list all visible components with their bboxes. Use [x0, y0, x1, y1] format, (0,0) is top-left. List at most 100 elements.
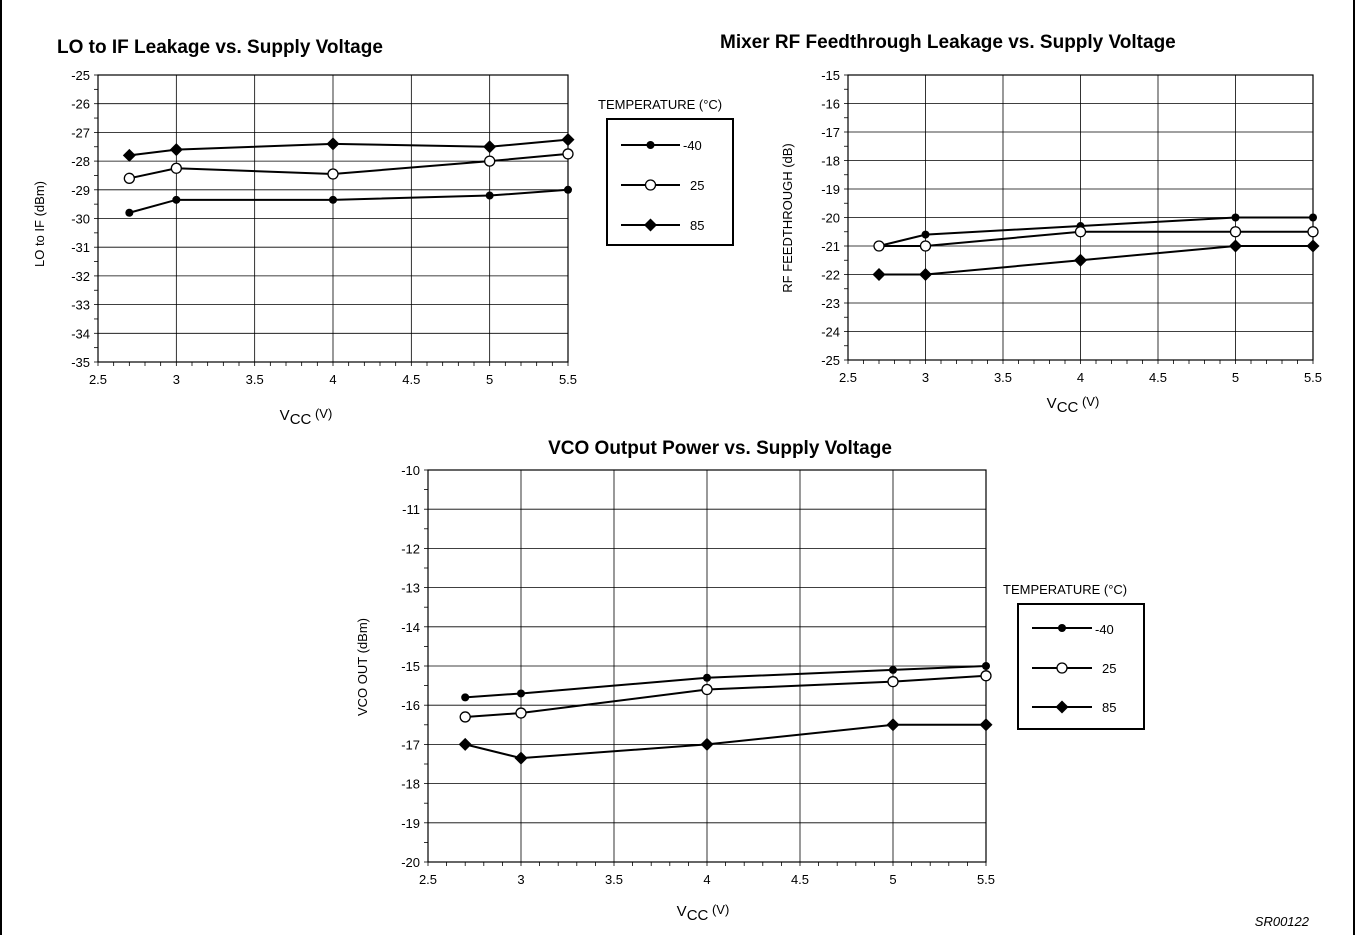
legend3-sample-marker [1055, 700, 1069, 714]
chart1-data-point [484, 155, 496, 167]
chart3-xtick-label: 3 [517, 872, 524, 887]
chart3-ytick-label: -18 [401, 777, 420, 792]
chart2-data-point [919, 240, 932, 252]
chart3-xtick-label: 4 [703, 872, 710, 887]
chart3-data-point [887, 676, 899, 688]
chart2-xtick-label: 4 [1077, 370, 1084, 385]
chart1-plot: 2.5 3 3.5 4 4.5 5 5.5 -25 -26 -27 -28 -29 -30 -31 -32 -… [71, 68, 577, 387]
chart2-xlabel: VCC (V) [1047, 394, 1100, 416]
chart1-data-point [125, 208, 134, 217]
chart1-title: LO to IF Leakage vs. Supply Voltage [57, 37, 383, 58]
legend3-entry-m40: -40 [1095, 622, 1114, 637]
chart2-ytick-label: -21 [821, 239, 840, 254]
chart3-ytick-label: -17 [401, 737, 420, 752]
chart2-data-point [919, 268, 932, 281]
chart1-data-point [169, 143, 183, 157]
chart1-ytick-label: -33 [71, 298, 90, 313]
chart1-xtick-label: 2.5 [89, 372, 107, 387]
chart3-data-point [889, 665, 897, 674]
chart1-ytick-label: -26 [71, 97, 90, 112]
chart2-data-point [1229, 226, 1242, 238]
chart3-xlabel: VCC (V) [677, 902, 730, 924]
chart2-data-point [1074, 226, 1087, 238]
chart1-ytick-label: -31 [71, 240, 90, 255]
chart2-xtick-label: 5 [1232, 370, 1239, 385]
chart3-title: VCO Output Power vs. Supply Voltage [548, 438, 892, 459]
chart3-xtick-label: 2.5 [419, 872, 437, 887]
chart1-data-point [483, 140, 497, 154]
legend1-sample-marker [644, 218, 657, 232]
chart3-data-point [980, 670, 992, 682]
chart2-data-point [921, 230, 930, 239]
chart1-data-point [123, 172, 135, 184]
chart3-data-point [514, 751, 528, 765]
legend1-entry-85: 85 [690, 218, 704, 233]
chart1-data-point [172, 195, 181, 204]
chart1-ytick-label: -25 [71, 68, 90, 83]
legend1-entry-m40: -40 [683, 138, 702, 153]
chart3-xtick-label: 3.5 [605, 872, 623, 887]
chart2-data-point [1309, 213, 1317, 222]
chart1-data-point [326, 137, 340, 151]
legend1-title: TEMPERATURE (°C) [598, 97, 722, 112]
chart3-series-line [464, 723, 986, 760]
chart3-xtick-label: 5.5 [977, 872, 995, 887]
chart1-ytick-label: -32 [71, 269, 90, 284]
legend1-sample-marker [646, 141, 655, 149]
chart3-ytick-label: -14 [401, 620, 420, 635]
chart1-ytick-label: -35 [71, 355, 90, 370]
chart2-data-point [1231, 213, 1240, 222]
chart3-ytick-label: -13 [401, 581, 420, 596]
chart2-data-point [1307, 226, 1319, 238]
chart3-data-point [703, 673, 711, 682]
chart2-xtick-label: 2.5 [839, 370, 857, 385]
chart1-ytick-label: -27 [71, 125, 90, 140]
legend1-sample-marker [644, 179, 657, 191]
chart3-xtick-label: 4.5 [791, 872, 809, 887]
chart3-data-point [982, 662, 990, 670]
chart1-data-point [170, 162, 182, 174]
legend3-sample-marker [1056, 662, 1068, 674]
chart1-xtick-label: 4 [329, 372, 336, 387]
chart2-plot: 2.5 3 3.5 4 4.5 5 5.5 -15 -16 -17 -18 -19 -20 -21 -22 -… [821, 68, 1322, 385]
legend1-box [606, 118, 734, 246]
chart2-ytick-label: -18 [821, 154, 840, 169]
chart1-series-line [129, 138, 569, 157]
chart1-data-point [329, 195, 337, 204]
chart3-ytick-label: -15 [401, 659, 420, 674]
chart2-data-point [1074, 253, 1087, 267]
chart3-data-point [459, 711, 471, 723]
chart2-ytick-label: -22 [821, 268, 840, 283]
chart1-ylabel: LO to IF (dBm) [32, 181, 47, 267]
chart2-ytick-label: -16 [821, 97, 840, 112]
chart2-ytick-label: -23 [821, 296, 840, 311]
chart2-xtick-label: 3 [922, 370, 929, 385]
chart2-xtick-label: 5.5 [1304, 370, 1322, 385]
legend3-entry-85: 85 [1102, 700, 1116, 715]
chart3-data-point [700, 737, 714, 751]
chart1-ytick-label: -30 [71, 212, 90, 227]
chart1-xtick-label: 3.5 [246, 372, 264, 387]
chart1-ytick-label: -29 [71, 183, 90, 198]
chart2-data-point [1306, 239, 1320, 253]
chart1-xtick-label: 5.5 [559, 372, 577, 387]
chart1-xlabel: VCC (V) [280, 406, 333, 428]
chart3-series-line [465, 674, 987, 718]
chart1-series-line [129, 152, 569, 180]
chart1-data-point [327, 168, 339, 180]
legend3-title: TEMPERATURE (°C) [1003, 582, 1127, 597]
legend3-sample-marker [1058, 624, 1066, 632]
legend3-box [1017, 603, 1145, 730]
chart3-data-point [461, 693, 470, 702]
chart3-ylabel: VCO OUT (dBm) [355, 618, 370, 716]
chart1-xtick-label: 4.5 [402, 372, 420, 387]
chart2-ytick-label: -17 [821, 125, 840, 140]
chart2-ylabel: RF FEEDTHROUGH (dB) [780, 143, 795, 293]
chart2-ytick-label: -15 [821, 68, 840, 83]
chart3-ytick-label: -16 [401, 698, 420, 713]
chart3-ytick-label: -12 [401, 541, 420, 556]
chart3-ytick-label: -19 [401, 816, 420, 831]
chart3-xtick-label: 5 [889, 872, 896, 887]
